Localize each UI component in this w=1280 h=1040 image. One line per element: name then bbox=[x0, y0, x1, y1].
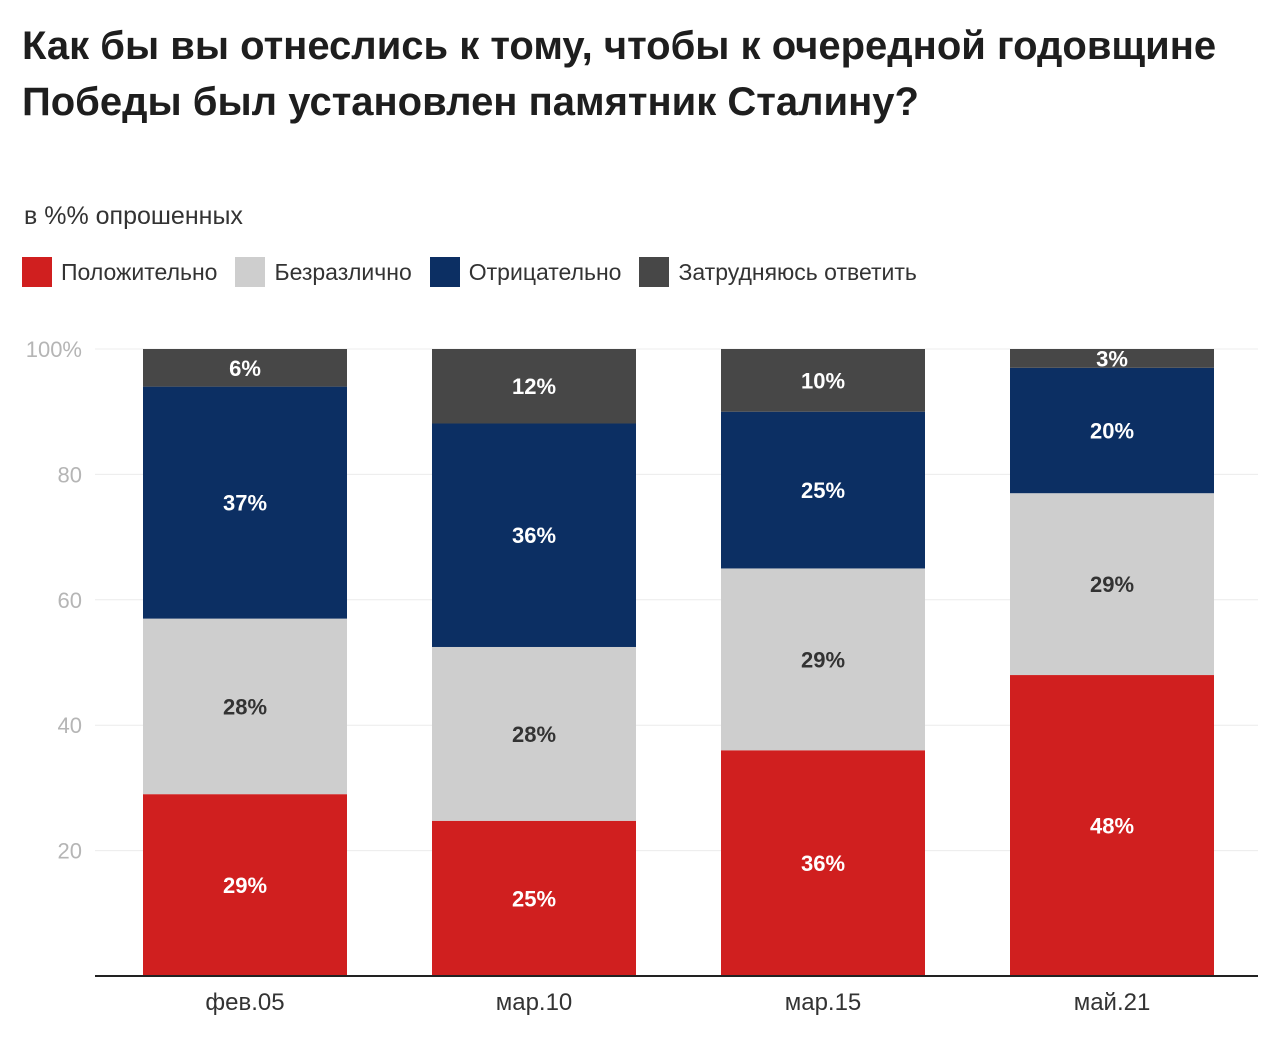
y-tick-label-60: 60 bbox=[58, 588, 82, 613]
bar-segment-0-0 bbox=[143, 794, 347, 976]
bar-segment-1-3 bbox=[432, 349, 636, 424]
data-label-3-2: 20% bbox=[1090, 419, 1134, 444]
bar-segment-1-1 bbox=[432, 646, 636, 821]
bar-segment-2-1 bbox=[721, 568, 925, 751]
legend-label-undecided: Затрудняюсь ответить bbox=[678, 258, 917, 285]
legend-swatch-undecided bbox=[639, 257, 670, 287]
y-tick-label-80: 80 bbox=[58, 462, 82, 487]
y-tick-label-100: 100% bbox=[26, 337, 82, 362]
data-label-2-3: 10% bbox=[801, 368, 845, 393]
data-label-3-3: 3% bbox=[1096, 346, 1128, 371]
bar-segment-0-2 bbox=[143, 386, 347, 619]
bar-segment-3-3 bbox=[1010, 349, 1214, 368]
y-tick-label-20: 20 bbox=[58, 839, 82, 864]
bar-segment-2-3 bbox=[721, 349, 925, 412]
data-label-3-1: 29% bbox=[1090, 572, 1134, 597]
bar-segment-2-2 bbox=[721, 411, 925, 569]
x-tick-label-0: фев.05 bbox=[205, 989, 284, 1016]
legend-label-indifferent: Безразлично bbox=[274, 258, 412, 285]
data-label-0-3: 6% bbox=[229, 356, 261, 381]
legend-swatch-negative bbox=[429, 257, 460, 287]
data-label-1-0: 25% bbox=[512, 886, 556, 911]
data-label-1-1: 28% bbox=[512, 722, 556, 747]
bar-segment-2-0 bbox=[721, 750, 925, 976]
data-label-2-2: 25% bbox=[801, 478, 845, 503]
bar-segment-0-3 bbox=[143, 349, 347, 387]
chart-legend: Положительно Безразлично Отрицательно За… bbox=[22, 257, 935, 287]
data-label-1-2: 36% bbox=[512, 523, 556, 548]
bar-segment-3-1 bbox=[1010, 493, 1214, 676]
x-tick-label-3: май.21 bbox=[1074, 989, 1151, 1016]
chart-title: Как бы вы отнеслись к тому, чтобы к очер… bbox=[22, 24, 1217, 124]
legend-item-positive: Положительно bbox=[22, 257, 217, 287]
bar-segment-3-0 bbox=[1010, 675, 1214, 976]
legend-swatch-indifferent bbox=[235, 257, 266, 287]
legend-label-positive: Положительно bbox=[61, 258, 218, 285]
data-label-2-0: 36% bbox=[801, 851, 845, 876]
legend-item-undecided: Затрудняюсь ответить bbox=[639, 257, 917, 287]
bar-segment-1-2 bbox=[432, 423, 636, 647]
legend-label-negative: Отрицательно bbox=[468, 258, 622, 285]
data-label-0-0: 29% bbox=[223, 873, 267, 898]
bar-segment-0-1 bbox=[143, 618, 347, 795]
legend-swatch-positive bbox=[22, 257, 52, 287]
legend-item-indifferent: Безразлично bbox=[235, 257, 412, 287]
chart-subtitle: в %% опрошенных bbox=[24, 202, 243, 230]
stacked-bar-chart: 20 40 60 80 100% 29% 28% 37% 6% фев.05 25% 28% 36% 12… bbox=[26, 337, 1258, 1016]
data-label-3-0: 48% bbox=[1090, 814, 1134, 839]
y-tick-label-40: 40 bbox=[58, 713, 82, 738]
data-label-0-1: 28% bbox=[223, 694, 267, 719]
x-tick-label-2: мар.15 bbox=[785, 989, 862, 1016]
data-label-0-2: 37% bbox=[223, 491, 267, 516]
data-label-1-3: 12% bbox=[512, 374, 556, 399]
bar-segment-1-0 bbox=[432, 820, 636, 976]
legend-item-negative: Отрицательно bbox=[429, 257, 622, 287]
x-tick-label-1: мар.10 bbox=[496, 989, 573, 1016]
data-label-2-1: 29% bbox=[801, 647, 845, 672]
bar-segment-3-2 bbox=[1010, 367, 1214, 494]
